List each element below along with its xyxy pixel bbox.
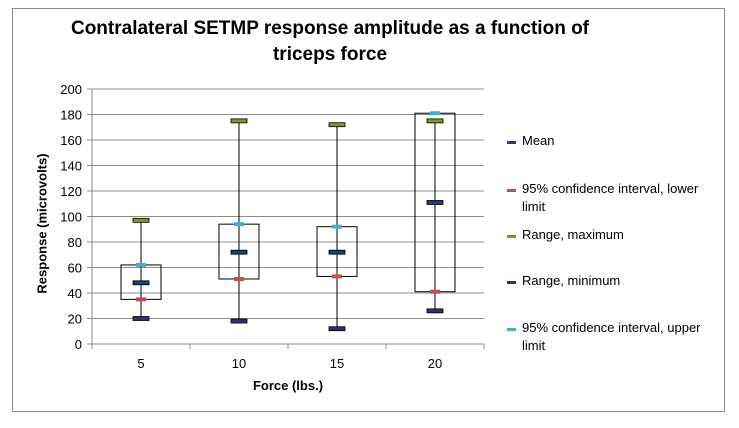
marker-ci-upper-10 xyxy=(234,222,244,227)
x-axis-label: Force (lbs.) xyxy=(252,378,324,393)
x-tick-label-20: 20 xyxy=(428,356,442,371)
marker-min-5 xyxy=(132,316,150,321)
marker-min-15 xyxy=(328,326,346,332)
legend-label-mean: Mean xyxy=(522,133,555,148)
y-tick-labels: 0 20 40 60 80 100 120 140 160 180 200 xyxy=(60,82,82,352)
chart-title: Contralateral SETMP response amplitude a… xyxy=(70,18,590,65)
legend-swatch-mean xyxy=(507,141,516,144)
legend-swatch-max xyxy=(507,235,516,238)
box-plot-5 xyxy=(120,217,162,321)
legend-swatch-ci-upper xyxy=(507,328,516,331)
box-plot-20 xyxy=(414,111,456,314)
marker-ci-lower-5 xyxy=(136,297,146,302)
marker-ci-lower-15 xyxy=(332,274,342,279)
legend-label-max: Range, maximum xyxy=(522,227,624,242)
legend-swatch-ci-lower xyxy=(507,189,516,192)
marker-mean-15 xyxy=(328,249,346,255)
y-tick-label-100: 100 xyxy=(60,210,82,225)
marker-max-5 xyxy=(132,217,150,223)
y-tick-label-80: 80 xyxy=(68,235,82,250)
x-tick-label-5: 5 xyxy=(137,356,144,371)
box-plot-15 xyxy=(316,122,358,332)
y-tick-label-120: 120 xyxy=(60,184,82,199)
marker-max-20 xyxy=(426,118,444,124)
marker-ci-upper-15 xyxy=(332,224,342,229)
x-tick-label-10: 10 xyxy=(232,356,246,371)
marker-min-20 xyxy=(426,308,444,314)
gridlines xyxy=(87,88,485,349)
y-tick-label-40: 40 xyxy=(68,286,82,301)
marker-mean-10 xyxy=(230,249,248,255)
legend-label-ci-lower: 95% confidence interval, lower limit xyxy=(522,181,699,214)
legend-label-ci-upper: 95% confidence interval, upper limit xyxy=(522,320,701,353)
marker-mean-5 xyxy=(132,280,150,286)
marker-ci-lower-10 xyxy=(234,276,244,281)
marker-mean-20 xyxy=(426,200,444,205)
marker-max-10 xyxy=(230,118,248,124)
marker-ci-upper-20 xyxy=(430,111,440,116)
marker-ci-lower-20 xyxy=(430,289,440,294)
y-tick-label-0: 0 xyxy=(75,337,82,352)
y-tick-label-60: 60 xyxy=(68,261,82,276)
y-tick-label-200: 200 xyxy=(60,82,82,97)
y-tick-label-140: 140 xyxy=(60,159,82,174)
y-tick-label-160: 160 xyxy=(60,133,82,148)
x-tick-label-15: 15 xyxy=(330,356,344,371)
marker-max-15 xyxy=(328,122,346,128)
marker-ci-upper-5 xyxy=(136,262,146,267)
box-plot-10 xyxy=(218,118,260,324)
box-plots xyxy=(120,111,456,332)
legend-label-min: Range, minimum xyxy=(522,273,621,288)
y-tick-label-20: 20 xyxy=(68,312,82,327)
marker-min-10 xyxy=(230,318,248,324)
legend-swatch-min xyxy=(507,281,516,284)
x-tick-labels: 5 10 15 20 xyxy=(137,356,442,371)
y-tick-label-180: 180 xyxy=(60,108,82,123)
chart-frame xyxy=(12,8,725,412)
